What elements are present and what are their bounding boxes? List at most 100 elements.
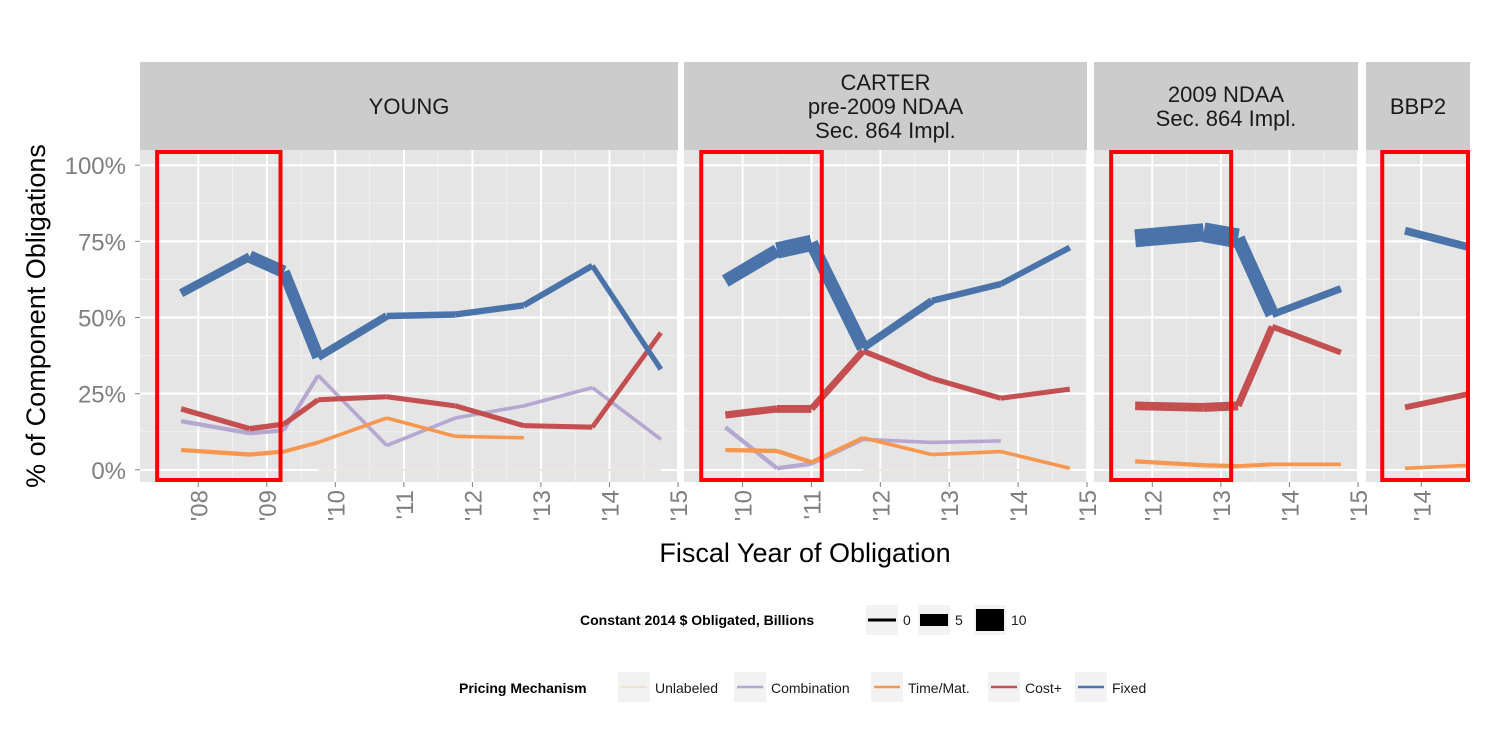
x-tick-label: '12 [1140,490,1167,521]
highlight-box [1109,150,1234,482]
series-segment-cost- [1404,390,1470,411]
series-segment-cost- [1000,386,1071,401]
facet-panel: YOUNG '08 '09 '10 '11 '12 '13 '14 '15 [140,62,693,521]
facet-strip-label: CARTER [840,70,930,95]
series-segment-fixed [247,250,287,278]
series-segment-time-mat- [1135,459,1204,468]
facet-strip-label: Sec. 864 Impl. [815,118,956,143]
x-tick-label: '12 [868,490,895,521]
series-segment-time-mat- [249,449,285,457]
series-segment-fixed [386,311,456,320]
series-segment-cost- [454,403,525,429]
series-segment-time-mat- [1404,463,1470,471]
series-segment-combination [316,374,389,447]
series-segment-cost- [1135,401,1204,412]
x-tick-label: '15 [1075,490,1102,521]
series-segment-cost- [386,394,456,409]
series-segment-combination [591,386,662,441]
x-tick-label: '13 [937,490,964,521]
size-legend: Constant 2014 $ Obligated, Billions 0 5 10 [580,605,1027,635]
facet-strip [140,62,678,150]
series-segment-time-mat- [283,440,319,454]
panel-background [1094,150,1358,482]
series-segment-cost- [523,423,593,430]
y-tick-label: 100% [65,153,126,180]
series-segment-cost- [1234,325,1276,408]
series-segment-fixed [931,280,1002,304]
y-tick-label: 0% [91,458,126,485]
series-segment-combination [249,428,285,436]
x-tick-label: '09 [255,490,282,521]
series-segment-cost- [180,406,251,432]
x-tick-label: '08 [186,490,213,521]
facet-strip-label: BBP2 [1390,94,1446,119]
x-tick-label: '15 [1346,490,1373,521]
size-legend-label: 0 [903,612,911,628]
facet-strip-label: Sec. 864 Impl. [1156,106,1297,131]
series-segment-combination [180,418,251,436]
y-axis-title: % of Component Obligations [21,144,51,488]
series-segment-time-mat- [862,436,933,457]
color-legend-label: Time/Mat. [908,680,970,696]
y-tick-label: 75% [78,229,126,256]
color-legend-title: Pricing Mechanism [459,680,587,696]
color-legend-label: Unlabeled [655,680,718,696]
x-tick-label: '14 [597,490,624,521]
series-segment-fixed [1404,226,1470,252]
series-segment-time-mat- [455,434,524,440]
series-segment-time-mat- [386,416,456,439]
x-tick-label: '11 [392,490,419,520]
series-segment-fixed [1271,285,1343,318]
size-legend-label: 5 [955,612,963,628]
panel-background [684,150,1087,482]
series-segment-fixed [775,234,814,259]
x-tick-label: '14 [1277,490,1304,521]
color-legend-label: Cost+ [1025,680,1062,696]
series-segment-time-mat- [317,416,388,445]
series-segment-fixed [179,252,252,297]
series-segment-combination [523,385,593,408]
facet-strip-label: 2009 NDAA [1168,82,1285,107]
color-legend-label: Fixed [1112,680,1146,696]
panels-layer: YOUNG'08'09'10'11'12'13'14'15CARTERpre-2… [140,62,1470,521]
color-legend: Pricing Mechanism Unlabeled Combination Ti… [459,672,1146,702]
series-segment-cost- [249,421,285,432]
series-segment-fixed [860,297,935,352]
series-segment-fixed [278,269,324,360]
x-tick-label: '14 [1409,490,1436,521]
x-tick-label: '10 [323,490,350,521]
series-segment-cost- [931,375,1002,401]
x-axis-title: Fiscal Year of Obligation [659,538,950,568]
series-segment-fixed [1231,235,1279,318]
series-segment-time-mat- [725,447,778,454]
x-tick-label: '11 [799,490,826,520]
size-legend-title: Constant 2014 $ Obligated, Billions [580,612,814,628]
series-segment-fixed [454,302,525,318]
size-legend-label: 10 [1011,612,1027,628]
x-tick-label: '14 [1006,490,1033,521]
y-axis-ticks: 0% 25% 50% 75% 100% [65,153,140,485]
series-segment-time-mat- [180,447,250,457]
series-segment-fixed [1134,223,1205,248]
highlight-box [1380,150,1470,482]
series-segment-combination [776,461,812,471]
x-tick-label: '15 [666,490,693,521]
color-legend-label: Combination [771,680,850,696]
x-tick-label: '12 [460,490,487,521]
series-segment-time-mat- [776,448,813,465]
series-segment-combination [386,416,456,448]
series-segment-time-mat- [1237,462,1273,469]
y-tick-label: 25% [78,382,126,409]
series-segment-fixed [522,263,594,308]
facet-strip-label: pre-2009 NDAA [808,94,964,119]
series-segment-combination [454,404,525,420]
series-segment-fixed [999,244,1072,287]
series-segment-time-mat- [1000,449,1071,471]
series-segment-fixed [316,312,389,361]
highlight-box [699,150,824,482]
facet-strip [1094,62,1358,150]
y-tick-label: 50% [78,306,126,333]
x-tick-label: '13 [1209,490,1236,521]
series-segment-fixed [721,244,781,287]
